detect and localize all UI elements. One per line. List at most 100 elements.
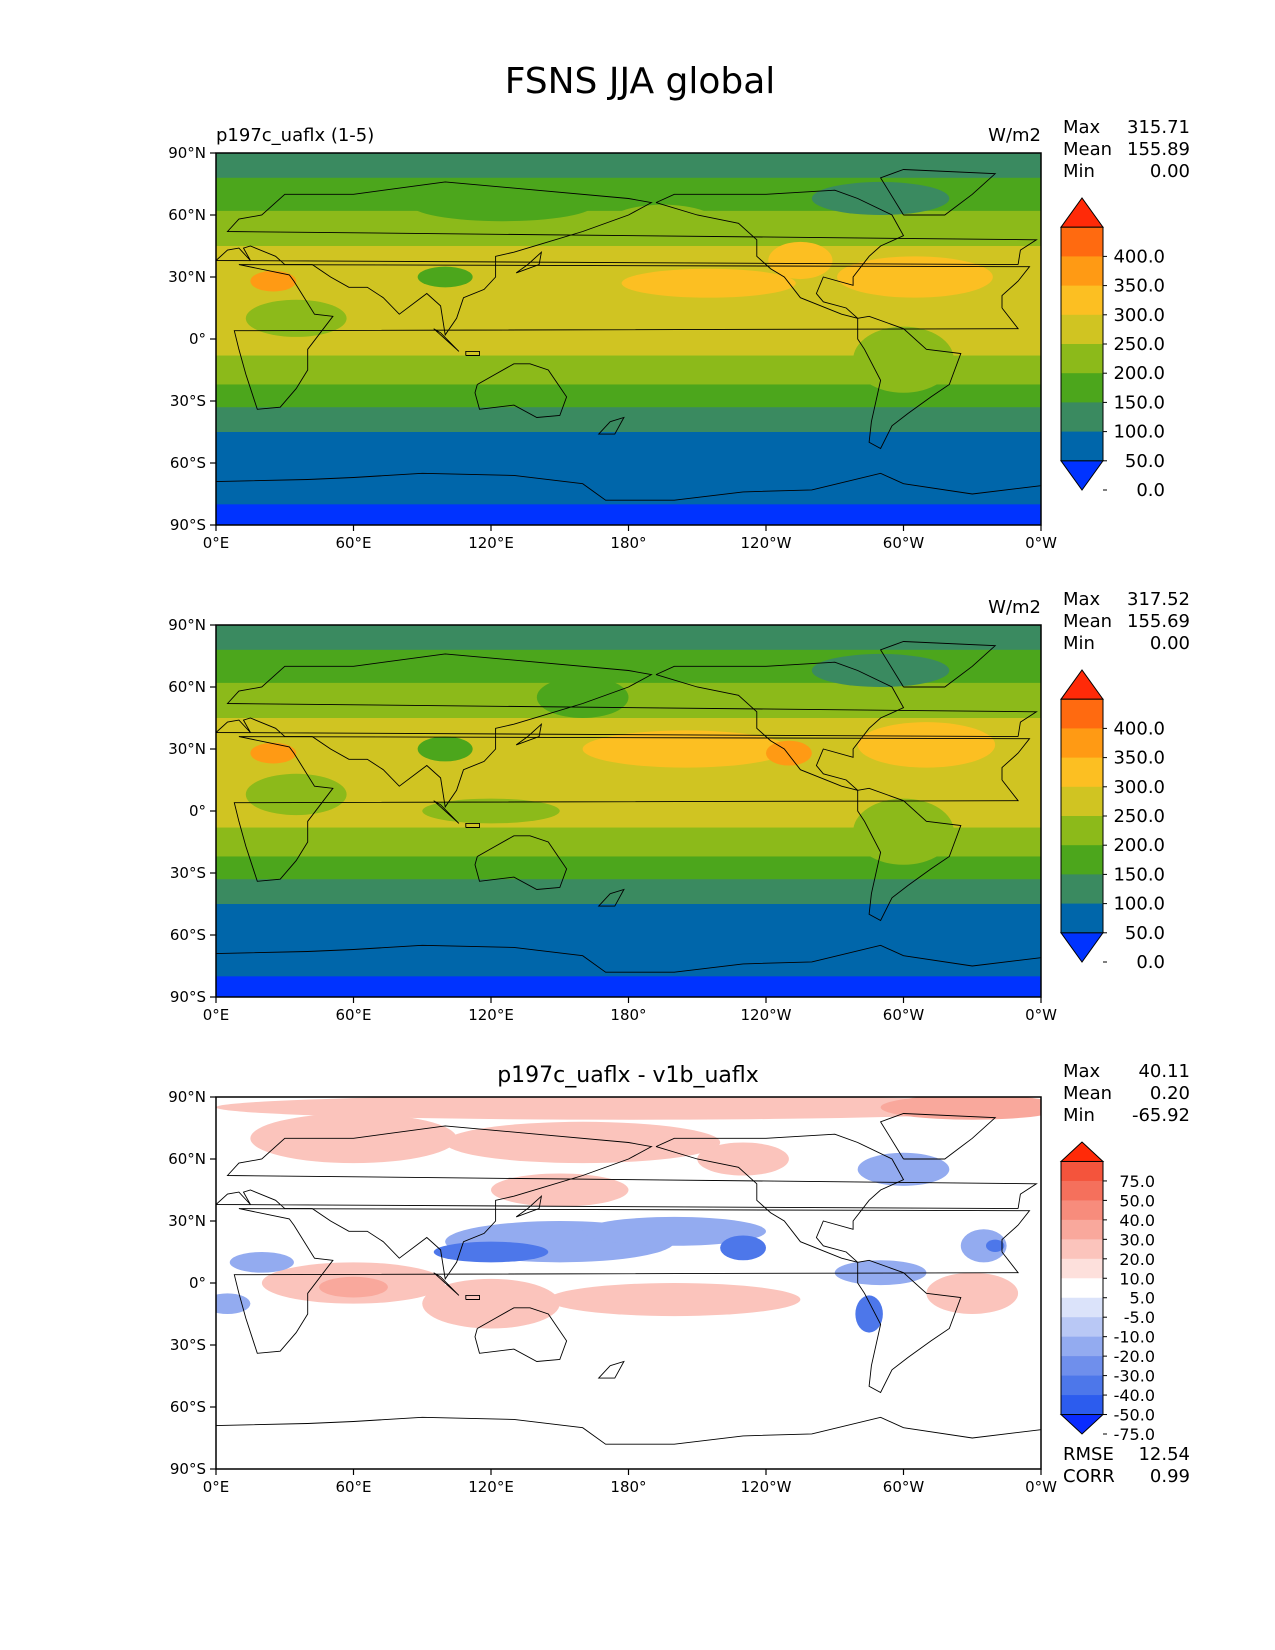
colorbar-label: 400.0 bbox=[1113, 246, 1165, 267]
stat-label-max: Max bbox=[1063, 1061, 1101, 1082]
lat-tick-label: 30°N bbox=[168, 1212, 206, 1230]
flux-band bbox=[216, 153, 1041, 179]
lat-tick-label: 0° bbox=[189, 1274, 206, 1292]
colorbar-label: -75.0 bbox=[1114, 1425, 1155, 1444]
lon-tick-label: 60°E bbox=[335, 1006, 371, 1024]
lon-tick-label: 120°W bbox=[741, 1478, 792, 1496]
coastline bbox=[233, 736, 1031, 882]
flux-band bbox=[216, 625, 1041, 651]
flux-region bbox=[582, 730, 789, 768]
flux-region bbox=[422, 798, 560, 824]
coastline bbox=[857, 315, 962, 450]
diff-region bbox=[433, 1241, 549, 1263]
lon-tick-label: 120°E bbox=[468, 1006, 514, 1024]
panel-reference: W/m2 Max 317.52 Mean 155.69 Min 0.00 400.0 350… bbox=[168, 589, 1190, 1024]
diff-region bbox=[216, 1097, 1041, 1120]
lon-tick-label: 180° bbox=[610, 534, 646, 552]
coastline bbox=[433, 1272, 460, 1296]
lat-tick-label: 60°S bbox=[170, 454, 206, 472]
flux-region bbox=[417, 736, 473, 762]
lat-tick-label: 60°N bbox=[168, 678, 206, 696]
flux-region bbox=[245, 773, 347, 816]
flux-band bbox=[216, 432, 1041, 505]
lon-tick-label: 180° bbox=[610, 1006, 646, 1024]
lat-tick-label: 90°N bbox=[168, 1088, 206, 1106]
axes-difference: 90°N 60°N 30°N 0° 30°S 60°S 90°S0°E 60°E 120°E 18… bbox=[168, 1088, 1057, 1496]
lon-tick-label: 0°E bbox=[203, 1478, 230, 1496]
colorbar-segment bbox=[1061, 1336, 1103, 1357]
colorbar-segment bbox=[1061, 1239, 1103, 1260]
map-field-difference bbox=[216, 1097, 1041, 1469]
stats-block-difference: Max 40.11 Mean 0.20 Min -65.92 bbox=[1063, 1061, 1190, 1126]
diff-region bbox=[582, 1216, 766, 1246]
rmse-corr-block: RMSE 12.54 CORR 0.99 bbox=[1063, 1444, 1190, 1487]
coastline bbox=[216, 1416, 1041, 1445]
stat-label-max: Max bbox=[1063, 589, 1101, 610]
diff-region bbox=[880, 1097, 1041, 1120]
colorbar-label: 100.0 bbox=[1113, 422, 1165, 443]
colorbar-segment bbox=[1061, 757, 1103, 788]
colorbar-segment bbox=[1061, 314, 1103, 345]
colorbar-segment bbox=[1061, 699, 1103, 729]
stat-label-max: Max bbox=[1063, 117, 1101, 138]
colorbar-label: 200.0 bbox=[1113, 835, 1165, 856]
coastline bbox=[233, 264, 1031, 410]
colorbar-label: 350.0 bbox=[1113, 748, 1165, 769]
diff-region bbox=[229, 1252, 294, 1273]
colorbar-segment bbox=[1061, 373, 1103, 403]
coastline bbox=[474, 363, 568, 418]
colorbar-outline bbox=[1060, 1160, 1104, 1416]
stat-value-min: -65.92 bbox=[1132, 1105, 1190, 1126]
colorbar-reference: 400.0 350.0 300.0 250.0 200.0 150.0 100.0 50.0 0… bbox=[1060, 669, 1165, 973]
colorbar-difference: 75.050.040.030.020.010.05.0-5.0-10.0-20.… bbox=[1059, 1141, 1155, 1444]
coastline bbox=[465, 1294, 480, 1300]
flux-region bbox=[410, 188, 595, 222]
coastline bbox=[433, 328, 460, 352]
axes-reference: 90°N 60°N 30°N 0° 30°S 60°S 90°S0°E 60°E 120°E 18… bbox=[168, 616, 1057, 1024]
lon-tick-label: 0°E bbox=[203, 1006, 230, 1024]
rmse-value: 12.54 bbox=[1138, 1444, 1190, 1465]
colorbar-label: -10.0 bbox=[1114, 1328, 1155, 1347]
stat-value-mean: 155.69 bbox=[1127, 611, 1190, 632]
coastline bbox=[879, 1113, 997, 1160]
colorbar-segment bbox=[1061, 728, 1103, 758]
colorbar-extend-max bbox=[1059, 1141, 1105, 1162]
flux-region bbox=[811, 181, 950, 215]
colorbar-label: 0.0 bbox=[1136, 480, 1165, 501]
flux-band bbox=[216, 879, 1041, 905]
lon-tick-label: 120°W bbox=[741, 534, 792, 552]
colorbar-extend-min bbox=[1060, 460, 1104, 491]
diff-region bbox=[216, 1293, 251, 1314]
colorbar-segment bbox=[1061, 1278, 1103, 1299]
stat-label-mean: Mean bbox=[1063, 139, 1112, 160]
colorbar-segment bbox=[1061, 1258, 1103, 1279]
diff-region bbox=[548, 1283, 801, 1317]
colorbar-segment bbox=[1061, 256, 1103, 286]
lat-tick-label: 60°S bbox=[170, 1398, 206, 1416]
lon-tick-label: 60°W bbox=[883, 1478, 925, 1496]
colorbar-label: 150.0 bbox=[1113, 392, 1165, 413]
lat-tick-label: 60°S bbox=[170, 926, 206, 944]
coastline bbox=[216, 181, 1038, 337]
colorbar-extend-max bbox=[1060, 669, 1104, 700]
lon-tick-label: 0°W bbox=[1025, 534, 1057, 552]
diff-region bbox=[720, 1235, 766, 1261]
colorbar-label: 75.0 bbox=[1119, 1172, 1155, 1191]
diff-region bbox=[697, 1142, 789, 1176]
flux-band bbox=[216, 407, 1041, 433]
axes-test: 90°N 60°N 30°N 0° 30°S 60°S 90°S0°E 60°E 120°E 18… bbox=[168, 144, 1057, 552]
flux-region bbox=[811, 653, 950, 687]
flux-region bbox=[417, 266, 473, 288]
diff-region bbox=[445, 1121, 721, 1164]
coastline bbox=[857, 1259, 962, 1394]
coastline bbox=[216, 472, 1041, 501]
lat-tick-label: 0° bbox=[189, 330, 206, 348]
coastline bbox=[597, 416, 625, 435]
lon-tick-label: 0°W bbox=[1025, 1006, 1057, 1024]
flux-region bbox=[768, 241, 833, 280]
colorbar-label: 50.0 bbox=[1125, 923, 1165, 944]
colorbar-extend-min bbox=[1060, 932, 1104, 963]
colorbar-segment bbox=[1061, 402, 1103, 432]
coastlines-reference bbox=[216, 641, 1041, 973]
